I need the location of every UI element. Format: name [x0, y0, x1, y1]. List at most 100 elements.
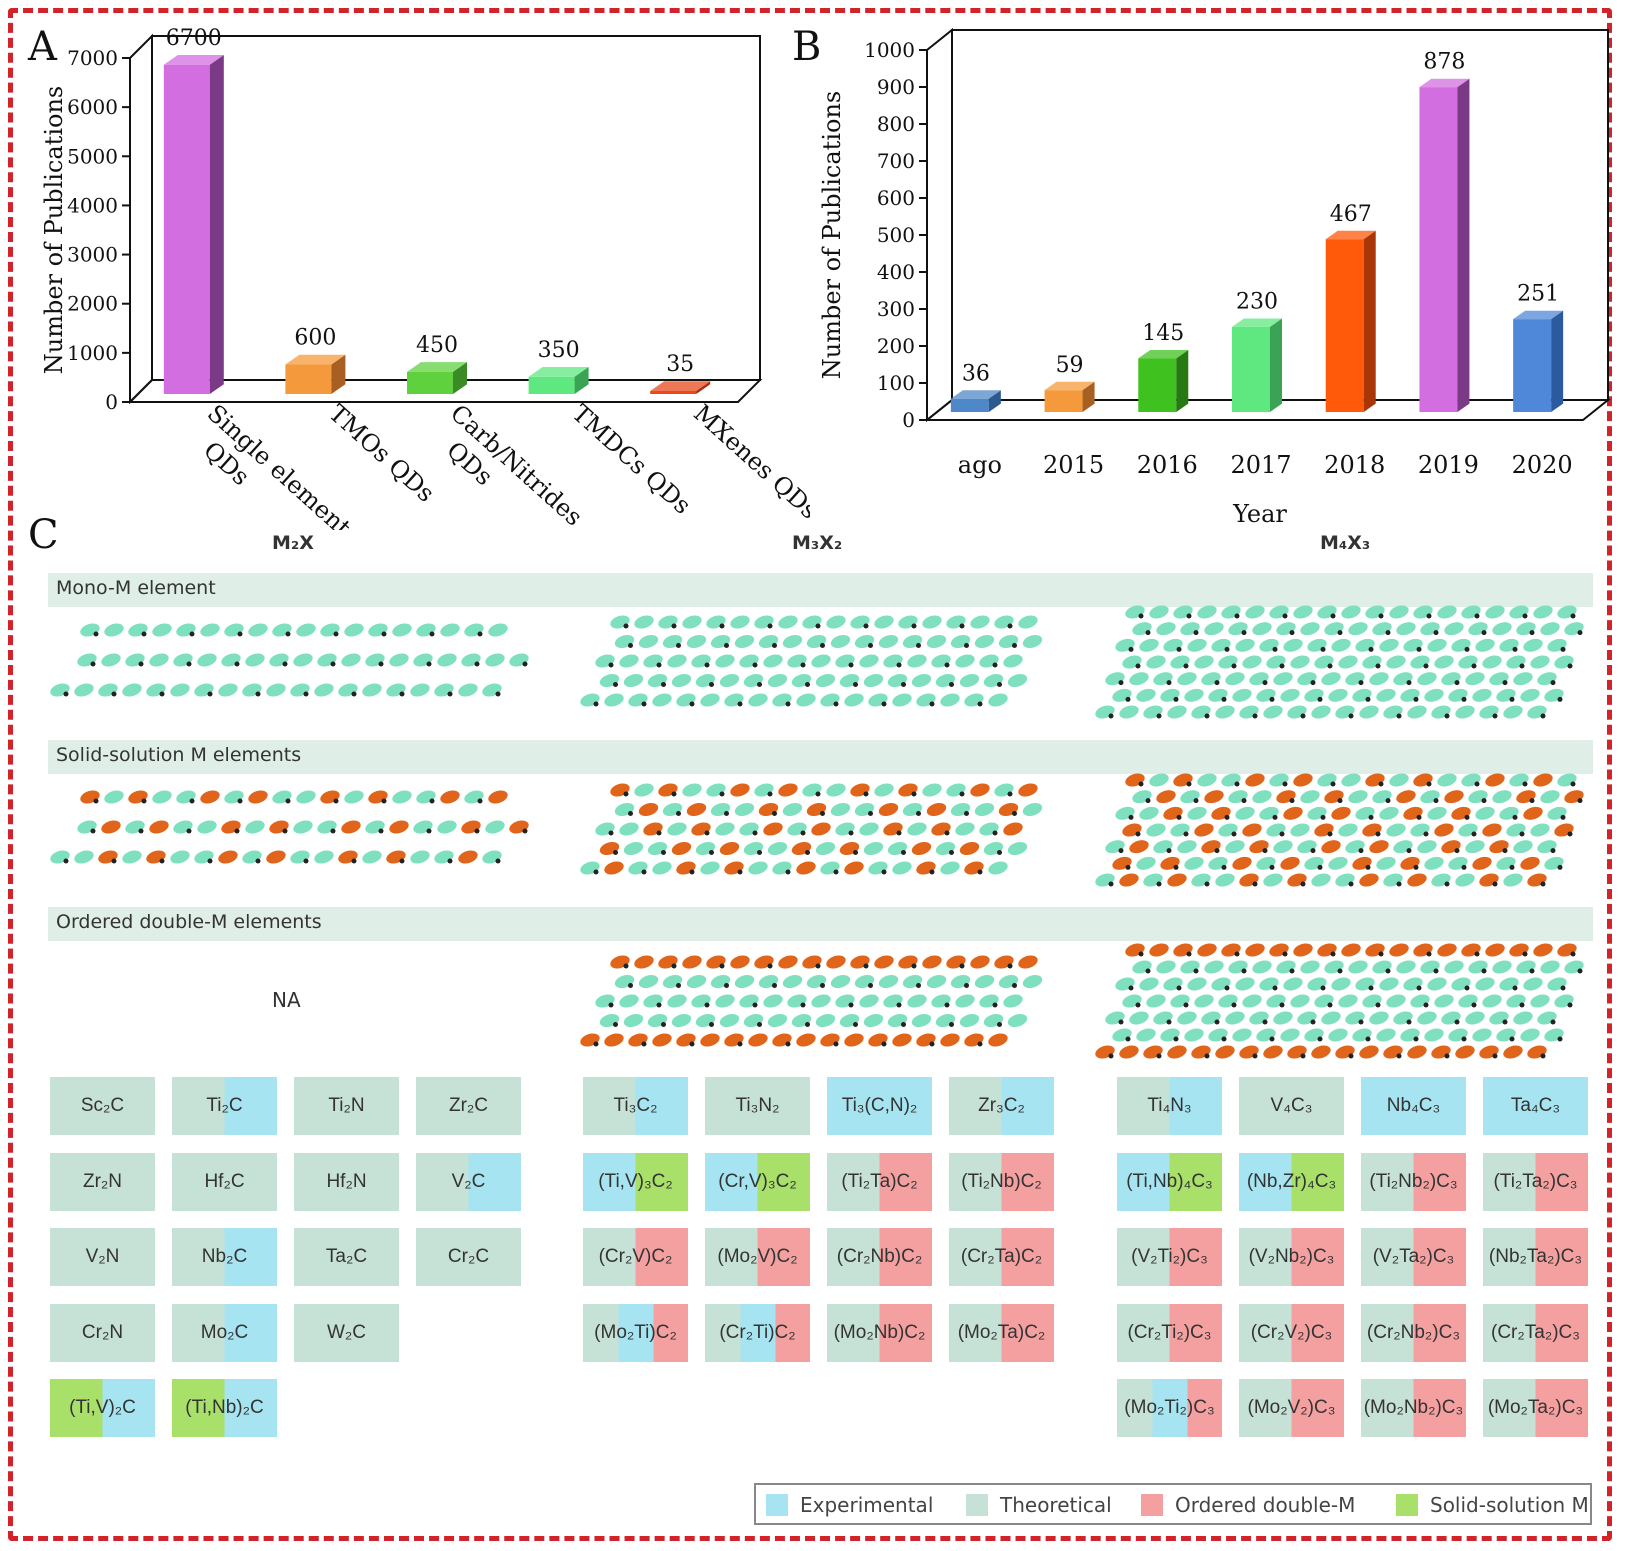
bond-atom: [833, 869, 839, 875]
atom: [1112, 688, 1132, 702]
atom: [778, 783, 798, 797]
m3x2-tile: (Cr₂V)C₂: [583, 1228, 688, 1286]
atom: [994, 955, 1014, 969]
chart-b-y-tick-label: 300: [877, 297, 915, 321]
bond-atom: [1327, 663, 1333, 669]
atom: [1530, 655, 1550, 669]
atom: [1276, 622, 1296, 636]
atom: [1348, 622, 1368, 636]
atom: [998, 635, 1019, 648]
bond-atom: [429, 631, 435, 637]
atom: [1537, 840, 1557, 854]
atom: [1311, 1045, 1331, 1059]
bond-atom: [330, 828, 336, 834]
atom: [806, 635, 827, 648]
m4x3-tile-label: (Ti₂Ta₂)C₃: [1493, 1170, 1578, 1192]
bond-atom: [426, 828, 432, 834]
atom: [763, 654, 783, 668]
bond-atom: [997, 1022, 1002, 1027]
bond-atom: [1557, 1036, 1563, 1042]
bond-atom: [1128, 646, 1134, 652]
atom: [1513, 1011, 1533, 1025]
bond-atom: [1540, 881, 1546, 887]
bond-atom: [1337, 798, 1343, 804]
atom: [887, 1014, 908, 1027]
atom: [1022, 635, 1043, 648]
atom: [1266, 994, 1286, 1008]
atom: [787, 654, 807, 668]
bond-atom: [929, 701, 935, 707]
chart-a-bar-side: [574, 367, 589, 394]
atom: [926, 635, 947, 648]
atom: [122, 683, 142, 697]
atom: [1273, 672, 1293, 686]
atom: [686, 635, 707, 648]
atom: [1228, 960, 1248, 974]
atom: [974, 635, 995, 648]
atom: [839, 842, 860, 855]
bond-atom: [522, 661, 528, 667]
m4x3-tile-label: (V₂Ti₂)C₃: [1131, 1246, 1208, 1267]
bond-atom: [1522, 951, 1528, 957]
atom: [248, 790, 268, 804]
bond-atom: [1570, 613, 1576, 619]
atom: [767, 1014, 788, 1027]
figure-frame: [8, 8, 1612, 1541]
structure-m3x2-mono: [580, 615, 1043, 707]
atom: [604, 1033, 624, 1047]
chart-a-bar-top: [528, 367, 589, 377]
bond-atom: [949, 682, 954, 687]
m4x3-tile: (V₂Ti₂)C₃: [1117, 1228, 1222, 1286]
atom: [1307, 638, 1327, 652]
atom: [662, 975, 683, 988]
bond-atom: [1186, 951, 1192, 957]
atom: [758, 803, 779, 816]
bond-atom: [1320, 814, 1326, 820]
m3x2-tile: (Ti₂Ta)C₂: [827, 1152, 932, 1211]
atom: [1506, 655, 1526, 669]
bond-atom: [661, 1022, 666, 1027]
atom: [1180, 790, 1200, 804]
m4x3-tile-label: (Nb₂Ta₂)C₃: [1488, 1246, 1583, 1267]
bond-atom: [330, 661, 336, 667]
atom: [1197, 773, 1217, 787]
atom: [1345, 1011, 1365, 1025]
atom: [883, 994, 903, 1008]
atom: [1132, 622, 1152, 636]
atom: [782, 803, 803, 816]
bond-atom: [1118, 848, 1124, 854]
bond-atom: [1560, 646, 1566, 652]
m4x3-tile-label: Ti₄N₃: [1147, 1095, 1192, 1116]
atom: [1328, 688, 1348, 702]
atom: [317, 820, 337, 834]
bond-atom: [1176, 985, 1182, 991]
atom: [839, 674, 860, 687]
atom: [509, 820, 529, 834]
bond-atom: [1012, 983, 1017, 988]
atom: [1527, 705, 1547, 719]
legend-label: Theoretical: [1000, 1493, 1112, 1517]
atom: [1324, 790, 1344, 804]
atom: [1475, 977, 1495, 991]
bond-atom: [234, 828, 240, 834]
chart-a-value-label: 450: [416, 333, 458, 358]
bond-atom: [896, 1002, 902, 1008]
bond-atom: [63, 691, 69, 697]
atom: [74, 850, 94, 864]
bond-atom: [1464, 814, 1470, 820]
atom: [218, 683, 238, 697]
atom: [868, 861, 888, 875]
atom: [1410, 994, 1430, 1008]
bond-atom: [977, 701, 983, 707]
bond-atom: [997, 682, 1002, 687]
bond-atom: [1183, 663, 1189, 669]
atom: [682, 783, 702, 797]
atom: [1520, 1028, 1540, 1042]
chart-b-bar-top: [1138, 349, 1189, 359]
atom: [1509, 943, 1529, 957]
atom: [482, 683, 502, 697]
structure-m2x-solid: [50, 790, 529, 864]
m4x3-tile-label: (Mo₂V₂)C₃: [1247, 1397, 1336, 1418]
chart-b-value-label: 878: [1423, 50, 1465, 75]
bond-atom: [1193, 798, 1199, 804]
